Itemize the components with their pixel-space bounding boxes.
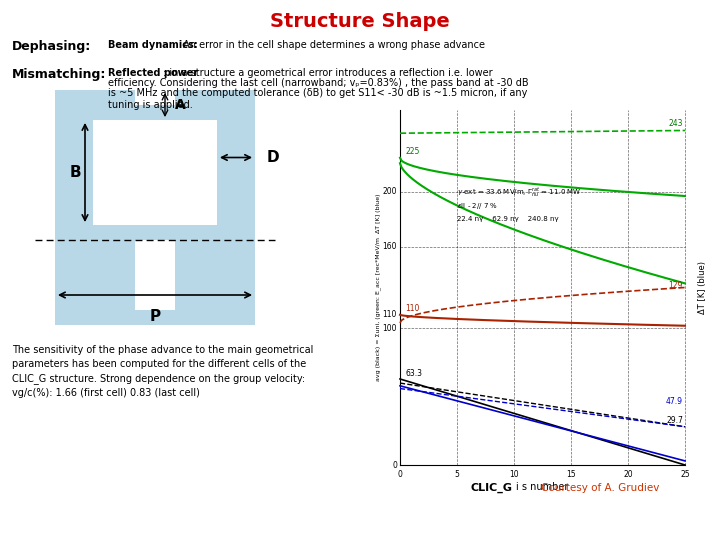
Text: is ~5 MHz and the computed tolerance (δB) to get S11< -30 dB is ~1.5 micron, if : is ~5 MHz and the computed tolerance (δB…: [108, 88, 527, 98]
Bar: [55, 120, 93, 225]
Text: P: P: [150, 309, 161, 324]
Bar: [55, 255, 135, 310]
Text: i s number: i s number: [516, 482, 569, 492]
Text: efficiency. Considering the last cell (narrowband; vₚ=0.83%) , the pass band at : efficiency. Considering the last cell (n…: [108, 78, 528, 88]
Bar: [55, 240, 135, 255]
Bar: [217, 120, 255, 225]
Text: : in a structure a geometrical error introduces a reflection i.e. lower: : in a structure a geometrical error int…: [163, 68, 492, 78]
Text: 110: 110: [382, 310, 397, 319]
Text: avg (black) = Σuni, (green: E_acc [rec*MeV/m  ΔT [K] (blue): avg (black) = Σuni, (green: E_acc [rec*M…: [375, 194, 381, 381]
Text: tuning is applied.: tuning is applied.: [108, 100, 193, 110]
Text: Structure Shape: Structure Shape: [270, 12, 450, 31]
Text: B: B: [69, 165, 81, 180]
Bar: [55, 255, 93, 325]
Bar: [55, 90, 135, 105]
Text: Beam dynamics:: Beam dynamics:: [108, 40, 198, 50]
Bar: [175, 240, 255, 255]
Text: 110: 110: [405, 304, 420, 313]
Bar: [175, 90, 255, 105]
Text: A: A: [175, 98, 186, 112]
Text: Mismatching:: Mismatching:: [12, 68, 107, 81]
Text: 243: 243: [668, 119, 683, 129]
Text: 129: 129: [669, 281, 683, 290]
Text: $\varepsilon$II - 2// 7 %: $\varepsilon$II - 2// 7 %: [457, 201, 498, 212]
Text: $\gamma$-ext = 33.6 MV/m, $\Gamma_{nu}^{rat}$ = 11.0 MW: $\gamma$-ext = 33.6 MV/m, $\Gamma_{nu}^{…: [457, 185, 582, 198]
Text: 20: 20: [624, 470, 633, 479]
Text: Reflected power: Reflected power: [108, 68, 198, 78]
Text: 5: 5: [454, 470, 459, 479]
Text: 0: 0: [397, 470, 402, 479]
Text: 100: 100: [382, 324, 397, 333]
Text: ΔT [K] (blue): ΔT [K] (blue): [698, 261, 708, 314]
Text: An error in the cell shape determines a wrong phase advance: An error in the cell shape determines a …: [180, 40, 485, 50]
Text: D: D: [267, 150, 279, 165]
Text: Dephasing:: Dephasing:: [12, 40, 91, 53]
Bar: [55, 225, 255, 240]
Text: 225: 225: [405, 147, 420, 156]
Text: Courtesy of A. Grudiev: Courtesy of A. Grudiev: [541, 483, 660, 493]
Bar: [55, 310, 255, 325]
Text: 160: 160: [382, 242, 397, 251]
Text: 25: 25: [680, 470, 690, 479]
Text: 22.4 nγ    62.9 nγ    240.8 nγ: 22.4 nγ 62.9 nγ 240.8 nγ: [457, 217, 559, 222]
Text: 29.7: 29.7: [666, 416, 683, 426]
Text: 63.3: 63.3: [405, 369, 423, 378]
Bar: [55, 105, 255, 120]
Text: 47.9: 47.9: [666, 397, 683, 406]
Text: 0: 0: [392, 461, 397, 469]
Text: 200: 200: [382, 187, 397, 197]
Text: 15: 15: [566, 470, 576, 479]
Text: 10: 10: [509, 470, 519, 479]
Bar: [217, 255, 255, 325]
Text: CLIC_G: CLIC_G: [470, 483, 512, 493]
Bar: [175, 255, 255, 310]
Text: The sensitivity of the phase advance to the main geometrical
parameters has been: The sensitivity of the phase advance to …: [12, 345, 313, 398]
